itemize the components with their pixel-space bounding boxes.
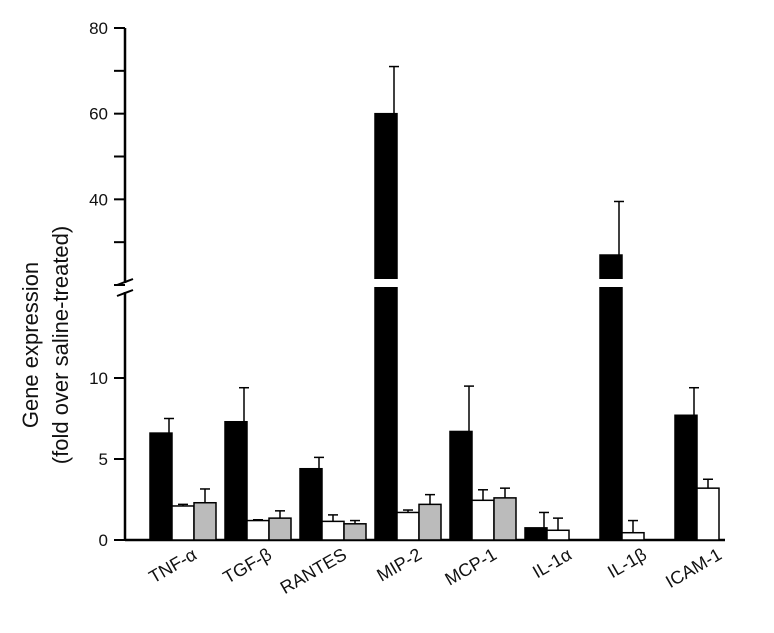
x-tick-label: TGF-β [220, 544, 275, 587]
bar-break-gap [598, 279, 624, 287]
axis-break-gap [115, 283, 135, 292]
x-tick-label: ICAM-1 [662, 544, 725, 592]
bar [524, 527, 548, 541]
bar [149, 432, 173, 541]
x-tick-label: IL-1α [529, 544, 575, 582]
bar [696, 487, 720, 541]
bar [224, 420, 248, 541]
bar-break-gap [373, 279, 399, 287]
bar [374, 112, 398, 541]
y-tick-label: 0 [99, 531, 108, 550]
y-ticks: 0 5 10 40 60 80 [89, 19, 125, 550]
bar [599, 254, 623, 541]
x-tick-label: RANTES [277, 544, 350, 598]
y-tick-label: 5 [99, 450, 108, 469]
x-tick-label: IL-1β [604, 544, 650, 582]
bar [418, 503, 442, 541]
bar [674, 414, 698, 541]
y-axis-title-line1: Gene expression [18, 262, 43, 428]
y-axis-title-line2: (fold over saline-treated) [48, 226, 73, 464]
y-tick-label: 80 [89, 19, 108, 38]
bar [171, 505, 195, 541]
bar [321, 520, 345, 541]
y-tick-label: 10 [89, 369, 108, 388]
bar [621, 531, 645, 541]
bars [149, 65, 720, 541]
category-labels: TNF-α TGF-β RANTES MIP-2 MCP-1 IL-1α IL-1β ICAM… [145, 544, 725, 598]
bar [471, 499, 495, 541]
y-tick-label: 60 [89, 105, 108, 124]
bar [546, 529, 570, 541]
bar [268, 517, 292, 541]
bar [396, 511, 420, 541]
bar [493, 497, 517, 541]
x-tick-label: MCP-1 [441, 544, 500, 589]
chart-axes [115, 28, 725, 542]
bar [193, 501, 217, 541]
bar [449, 430, 473, 541]
y-tick-label: 40 [89, 190, 108, 209]
bar [299, 467, 323, 541]
axis-break-marks [115, 278, 135, 297]
x-tick-label: MIP-2 [373, 544, 425, 585]
bar [343, 523, 367, 541]
x-tick-label: TNF-α [145, 544, 200, 587]
bar [246, 519, 270, 541]
axis-break-mark [116, 289, 134, 297]
